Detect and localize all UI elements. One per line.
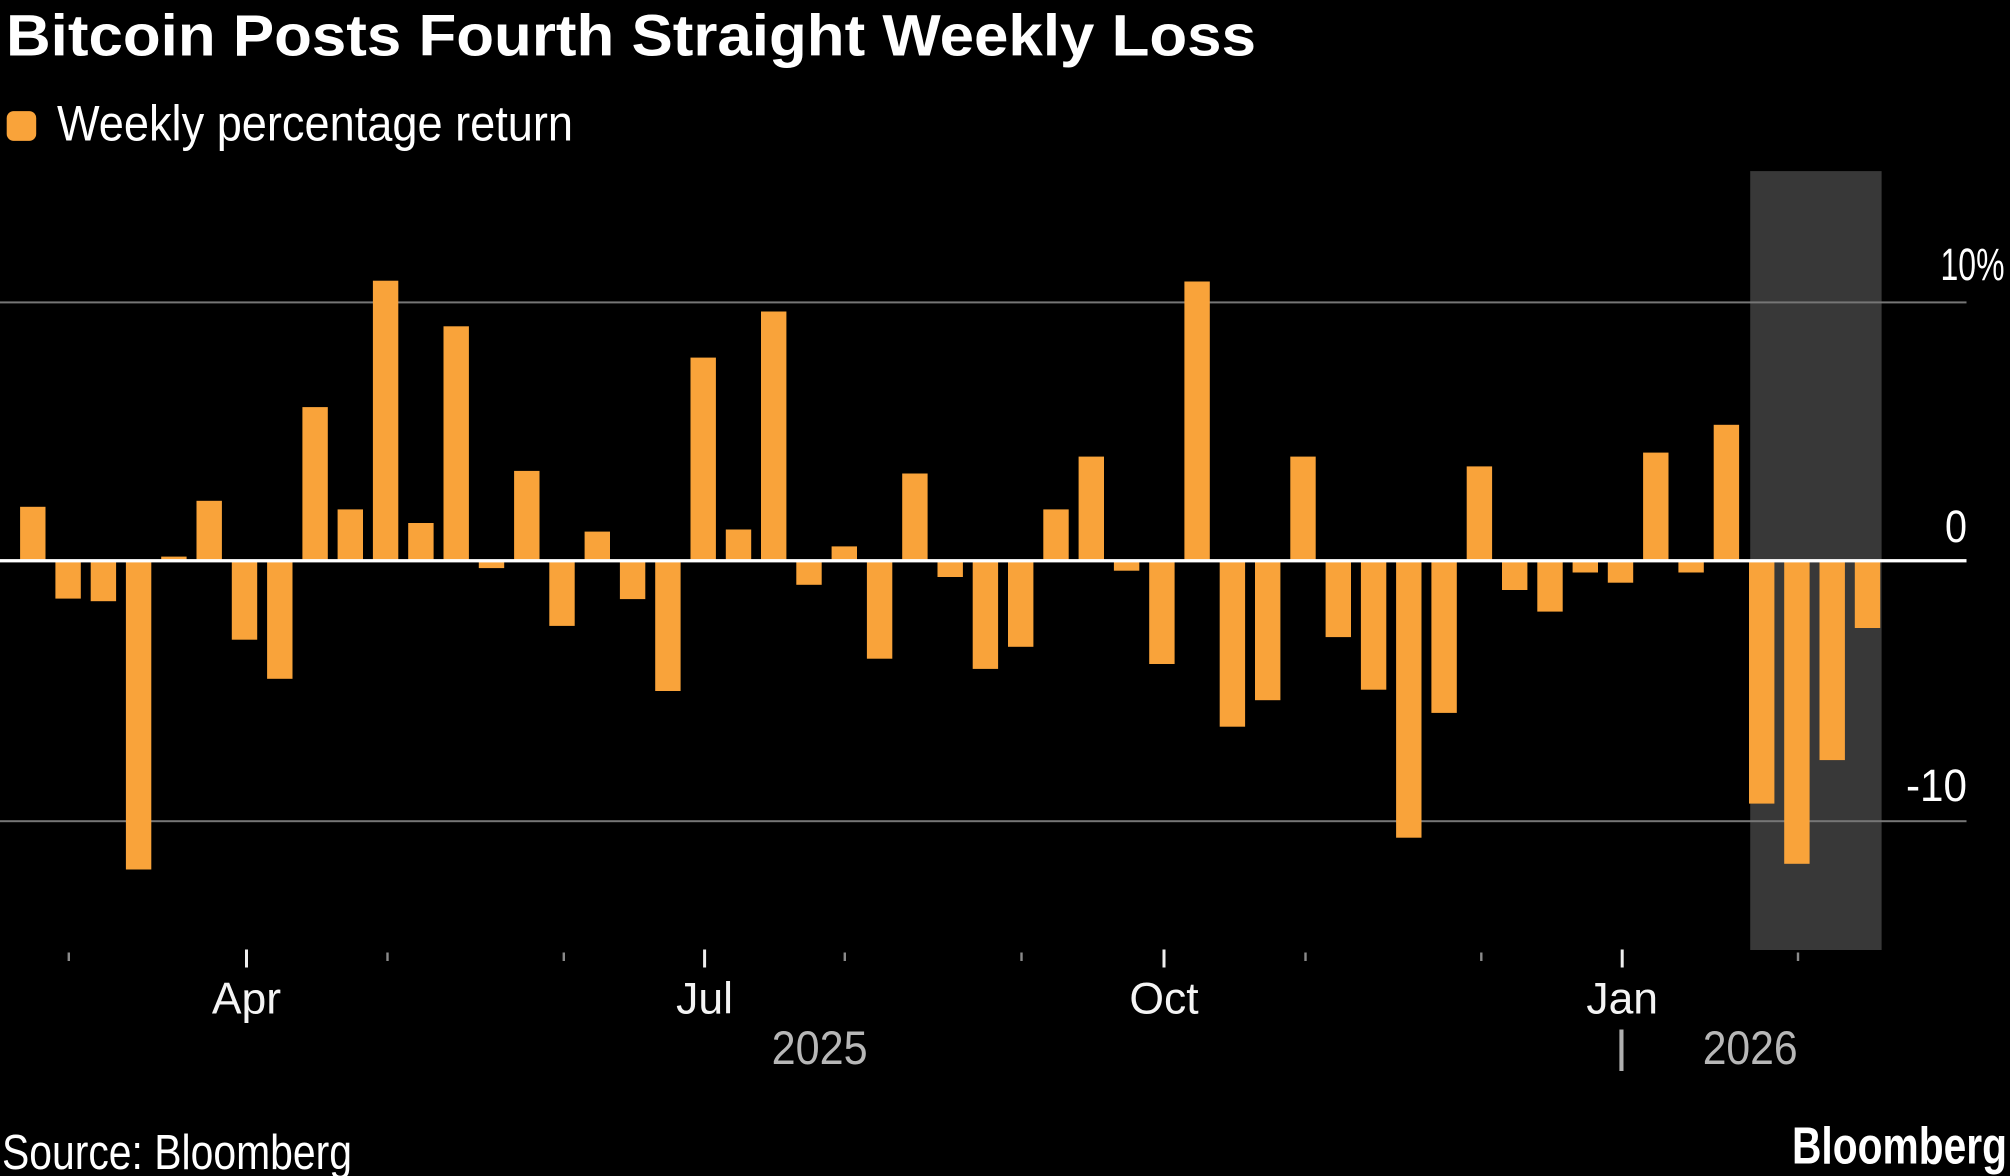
svg-text:Jan: Jan	[1586, 975, 1658, 1024]
svg-text:-10: -10	[1906, 760, 1967, 811]
svg-text:Oct: Oct	[1129, 975, 1199, 1024]
svg-text:10%: 10%	[1941, 239, 2005, 290]
svg-text:Apr: Apr	[212, 975, 281, 1024]
svg-text:0: 0	[1945, 501, 1967, 552]
svg-text:Weekly percentage return: Weekly percentage return	[57, 95, 573, 151]
svg-text:Jul: Jul	[676, 975, 733, 1024]
svg-text:Bloomberg: Bloomberg	[1792, 1118, 2007, 1176]
svg-text:2026: 2026	[1703, 1021, 1798, 1074]
svg-text:Bitcoin Posts Fourth Straight: Bitcoin Posts Fourth Straight Weekly Los…	[6, 4, 1256, 69]
svg-text:Source: Bloomberg: Source: Bloomberg	[2, 1126, 352, 1176]
svg-text:2025: 2025	[772, 1021, 868, 1074]
